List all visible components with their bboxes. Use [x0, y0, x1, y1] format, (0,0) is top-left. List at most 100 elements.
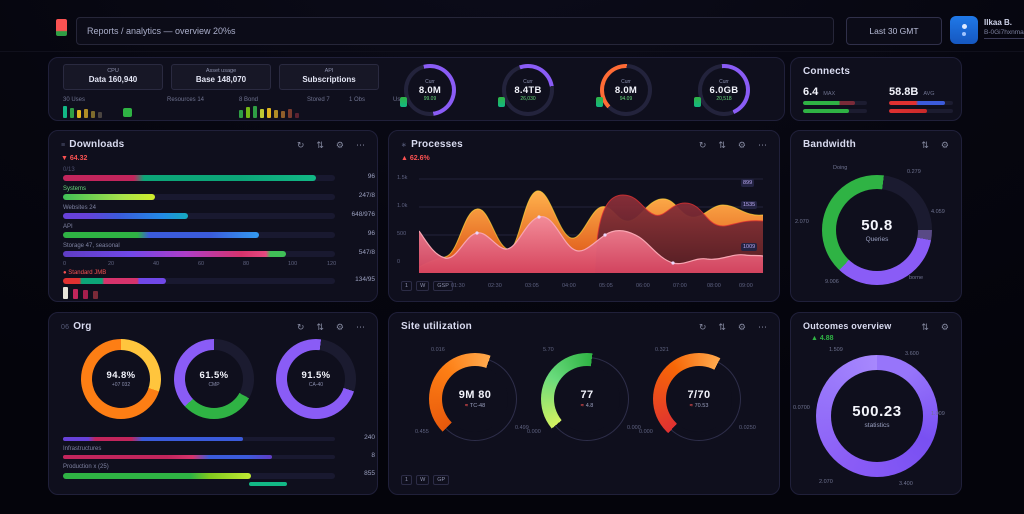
- gauge-tick: [498, 97, 505, 107]
- kpi-tab-base[interactable]: Asset usage Base 148,070: [171, 64, 271, 90]
- refresh-icon[interactable]: ↻: [296, 140, 305, 150]
- donut-label: 1.509: [829, 347, 843, 353]
- panel-toolbar: ⇅ ⚙: [921, 322, 949, 332]
- refresh-icon[interactable]: ↻: [296, 322, 305, 332]
- kpi-tab-caption: CPU: [107, 68, 119, 74]
- top-bar: Last 30 GMT Ilkaa B. B-0Gi7hxnmases: [0, 0, 1024, 52]
- kpi-stat-label: Resources 14: [167, 97, 205, 103]
- kpi-stat-label: 1 Obs: [349, 97, 366, 103]
- panel-title-text: Org: [73, 321, 92, 332]
- connects-stat: 6.4 MAX: [803, 82, 835, 100]
- kpi-tab-title: Subscriptions: [302, 75, 356, 84]
- donut-center-sub: +07 032: [111, 382, 131, 388]
- donut-chart: 91.5% CA-40: [276, 339, 356, 419]
- axis-tick: 60: [198, 261, 205, 267]
- panel-title: Outcomes overview: [803, 321, 892, 331]
- gauge-caption: Curr: [621, 78, 631, 85]
- range-option[interactable]: GSP: [433, 281, 453, 291]
- panel-title: Site utilization: [401, 321, 472, 332]
- sort-icon[interactable]: ⇅: [316, 140, 324, 150]
- donut-label: borne: [909, 275, 924, 281]
- kpi-sparkline: [239, 104, 299, 118]
- search-input[interactable]: [76, 17, 834, 45]
- x-axis-tick: 03:05: [525, 283, 539, 289]
- bar-label: Production x (25): [63, 464, 109, 470]
- panel-prefix: 06: [61, 324, 70, 331]
- x-axis-tick: 08:00: [707, 283, 721, 289]
- range-option[interactable]: 1: [401, 475, 413, 485]
- y-axis-tick: 0: [397, 259, 401, 265]
- donut-chart: 50.8 Queries: [822, 175, 932, 285]
- more-icon[interactable]: ⋯: [356, 140, 365, 150]
- donut-center-value: 94.8%: [106, 370, 136, 381]
- kpi-tab-data[interactable]: CPU Data 160,940: [63, 64, 163, 90]
- user-subtitle[interactable]: B-0Gi7hxnmases: [984, 29, 1024, 39]
- bar-value: 8: [371, 452, 375, 459]
- axis-tick: 80: [243, 261, 250, 267]
- kpi-spark-marker: [123, 108, 132, 117]
- processes-panel: ∗ Processes ↻ ⇅ ⚙ ⋯ ▲ 62.6% 1.5k 1.0k 500…: [388, 130, 780, 302]
- gauge-value: 8.0M: [614, 84, 638, 96]
- value-tag: 899: [741, 179, 755, 187]
- delta-badge: ▲ 4.88: [811, 335, 834, 342]
- app-logo-icon: [56, 19, 67, 36]
- gauge-sub: 26,030: [520, 95, 536, 102]
- connects-bar: [889, 101, 953, 105]
- gauge-tick-label: 0.321: [655, 347, 669, 353]
- panel-title: Connects: [803, 66, 851, 77]
- donut-label: 0.279: [907, 169, 921, 175]
- panel-toolbar: ↻ ⇅ ⚙ ⋯: [699, 140, 767, 150]
- sort-icon[interactable]: ⇅: [921, 322, 929, 332]
- donut-label: Doing: [833, 165, 848, 171]
- range-option[interactable]: W: [416, 281, 430, 291]
- bar-value: 96: [367, 173, 375, 180]
- spark-icon: ≈: [580, 403, 584, 409]
- more-icon[interactable]: ⋯: [356, 322, 365, 332]
- more-icon[interactable]: ⋯: [758, 140, 767, 150]
- kpi-tab-subscriptions[interactable]: API Subscriptions: [279, 64, 379, 90]
- sort-icon[interactable]: ⇅: [921, 140, 929, 150]
- gauge-value: 9M 80: [458, 389, 492, 401]
- bar-track: [63, 213, 335, 219]
- donut-chart: 94.8% +07 032: [81, 339, 161, 419]
- kpi-stat-label: Stored 7: [307, 97, 330, 103]
- x-axis-tick: 02:30: [488, 283, 502, 289]
- bar-label: 0/13: [63, 167, 75, 173]
- settings-icon[interactable]: ⚙: [737, 322, 746, 332]
- settings-icon[interactable]: ⚙: [335, 322, 344, 332]
- user-name: Ilkaa B.: [984, 18, 1013, 27]
- more-icon[interactable]: ⋯: [758, 322, 767, 332]
- x-axis-tick: 09:00: [739, 283, 753, 289]
- settings-icon[interactable]: ⚙: [335, 140, 344, 150]
- sort-icon[interactable]: ⇅: [718, 322, 726, 332]
- panel-toolbar: ⇅ ⚙: [921, 140, 949, 150]
- range-option[interactable]: 1: [401, 281, 413, 291]
- donut-center-value: 91.5%: [301, 370, 331, 381]
- sort-icon[interactable]: ⇅: [316, 322, 324, 332]
- donut-center-sub: CMP: [208, 382, 220, 388]
- user-avatar[interactable]: [950, 16, 978, 44]
- axis-tick: 0: [63, 261, 67, 267]
- date-range-button[interactable]: Last 30 GMT: [846, 17, 942, 45]
- panel-toolbar: ↻ ⇅ ⚙ ⋯: [699, 322, 767, 332]
- gauge-tick-label: 0.000: [527, 429, 541, 435]
- gauge-sub: 20,518: [716, 95, 732, 102]
- bar-value: 648/976: [351, 211, 376, 218]
- refresh-icon[interactable]: ↻: [698, 322, 707, 332]
- kpi-tab-caption: Asset usage: [205, 68, 237, 74]
- settings-icon[interactable]: ⚙: [940, 322, 949, 332]
- spark-icon: ≈: [689, 403, 693, 409]
- bar-value: 547/8: [358, 249, 375, 256]
- range-option[interactable]: GP: [433, 475, 450, 485]
- value-tag: 1009: [741, 243, 758, 251]
- sort-icon[interactable]: ⇅: [718, 140, 726, 150]
- settings-icon[interactable]: ⚙: [737, 140, 746, 150]
- refresh-icon[interactable]: ↻: [698, 140, 707, 150]
- kpi-stat-label: 30 Uses: [63, 97, 86, 103]
- settings-icon[interactable]: ⚙: [940, 140, 949, 150]
- bar-track: [63, 455, 335, 459]
- y-axis-tick: 500: [397, 231, 407, 237]
- range-option[interactable]: W: [416, 475, 430, 485]
- donut-center-value: 61.5%: [199, 370, 229, 381]
- axis-tick: 120: [327, 261, 337, 267]
